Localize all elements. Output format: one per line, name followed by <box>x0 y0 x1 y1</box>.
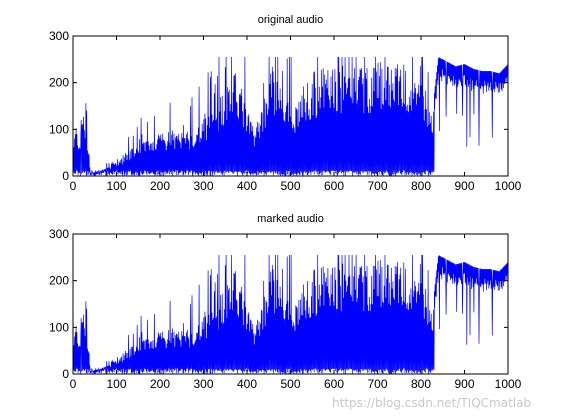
x-tick-label: 700 <box>367 179 387 193</box>
watermark: https://blog.csdn.net/TIQCmatlab <box>332 396 532 410</box>
x-tick-label: 900 <box>454 377 474 391</box>
x-tick-label: 1000 <box>495 179 522 193</box>
x-tick-label: 700 <box>367 377 387 391</box>
y-tick-label: 100 <box>49 320 69 334</box>
x-tick-label: 500 <box>280 179 300 193</box>
x-tick-label: 600 <box>324 179 344 193</box>
x-tick-label: 600 <box>324 377 344 391</box>
x-tick-label: 200 <box>150 179 170 193</box>
y-tick-label: 300 <box>49 29 69 43</box>
x-tick-label: 300 <box>193 377 213 391</box>
y-tick-label: 0 <box>62 367 69 381</box>
series-line <box>72 56 509 177</box>
x-tick-label: 300 <box>193 179 213 193</box>
chart-panel-1: original audio 0 100 200 300 400 500 600 700 800 9… <box>49 14 522 193</box>
y-tick-label: 100 <box>49 122 69 136</box>
y-tick-label: 0 <box>62 169 69 183</box>
x-tick-label: 500 <box>280 377 300 391</box>
x-tick-label: 0 <box>70 179 77 193</box>
x-tick-label: 200 <box>150 377 170 391</box>
x-tick-label: 400 <box>237 179 257 193</box>
series-line <box>72 254 509 375</box>
y-tick-label: 300 <box>49 227 69 241</box>
chart-title: marked audio <box>257 213 324 225</box>
x-tick-label: 100 <box>106 377 126 391</box>
x-tick-label: 0 <box>70 377 77 391</box>
x-tick-label: 800 <box>411 179 431 193</box>
x-tick-label: 800 <box>411 377 431 391</box>
x-tick-label: 900 <box>454 179 474 193</box>
y-tick-label: 200 <box>49 76 69 90</box>
x-tick-label: 100 <box>106 179 126 193</box>
y-tick-label: 200 <box>49 274 69 288</box>
x-tick-label: 1000 <box>495 377 522 391</box>
x-tick-label: 400 <box>237 377 257 391</box>
chart-panel-2: marked audio 0 100 200 300 400 500 600 700 800 900… <box>49 213 522 391</box>
chart-title: original audio <box>258 14 323 26</box>
